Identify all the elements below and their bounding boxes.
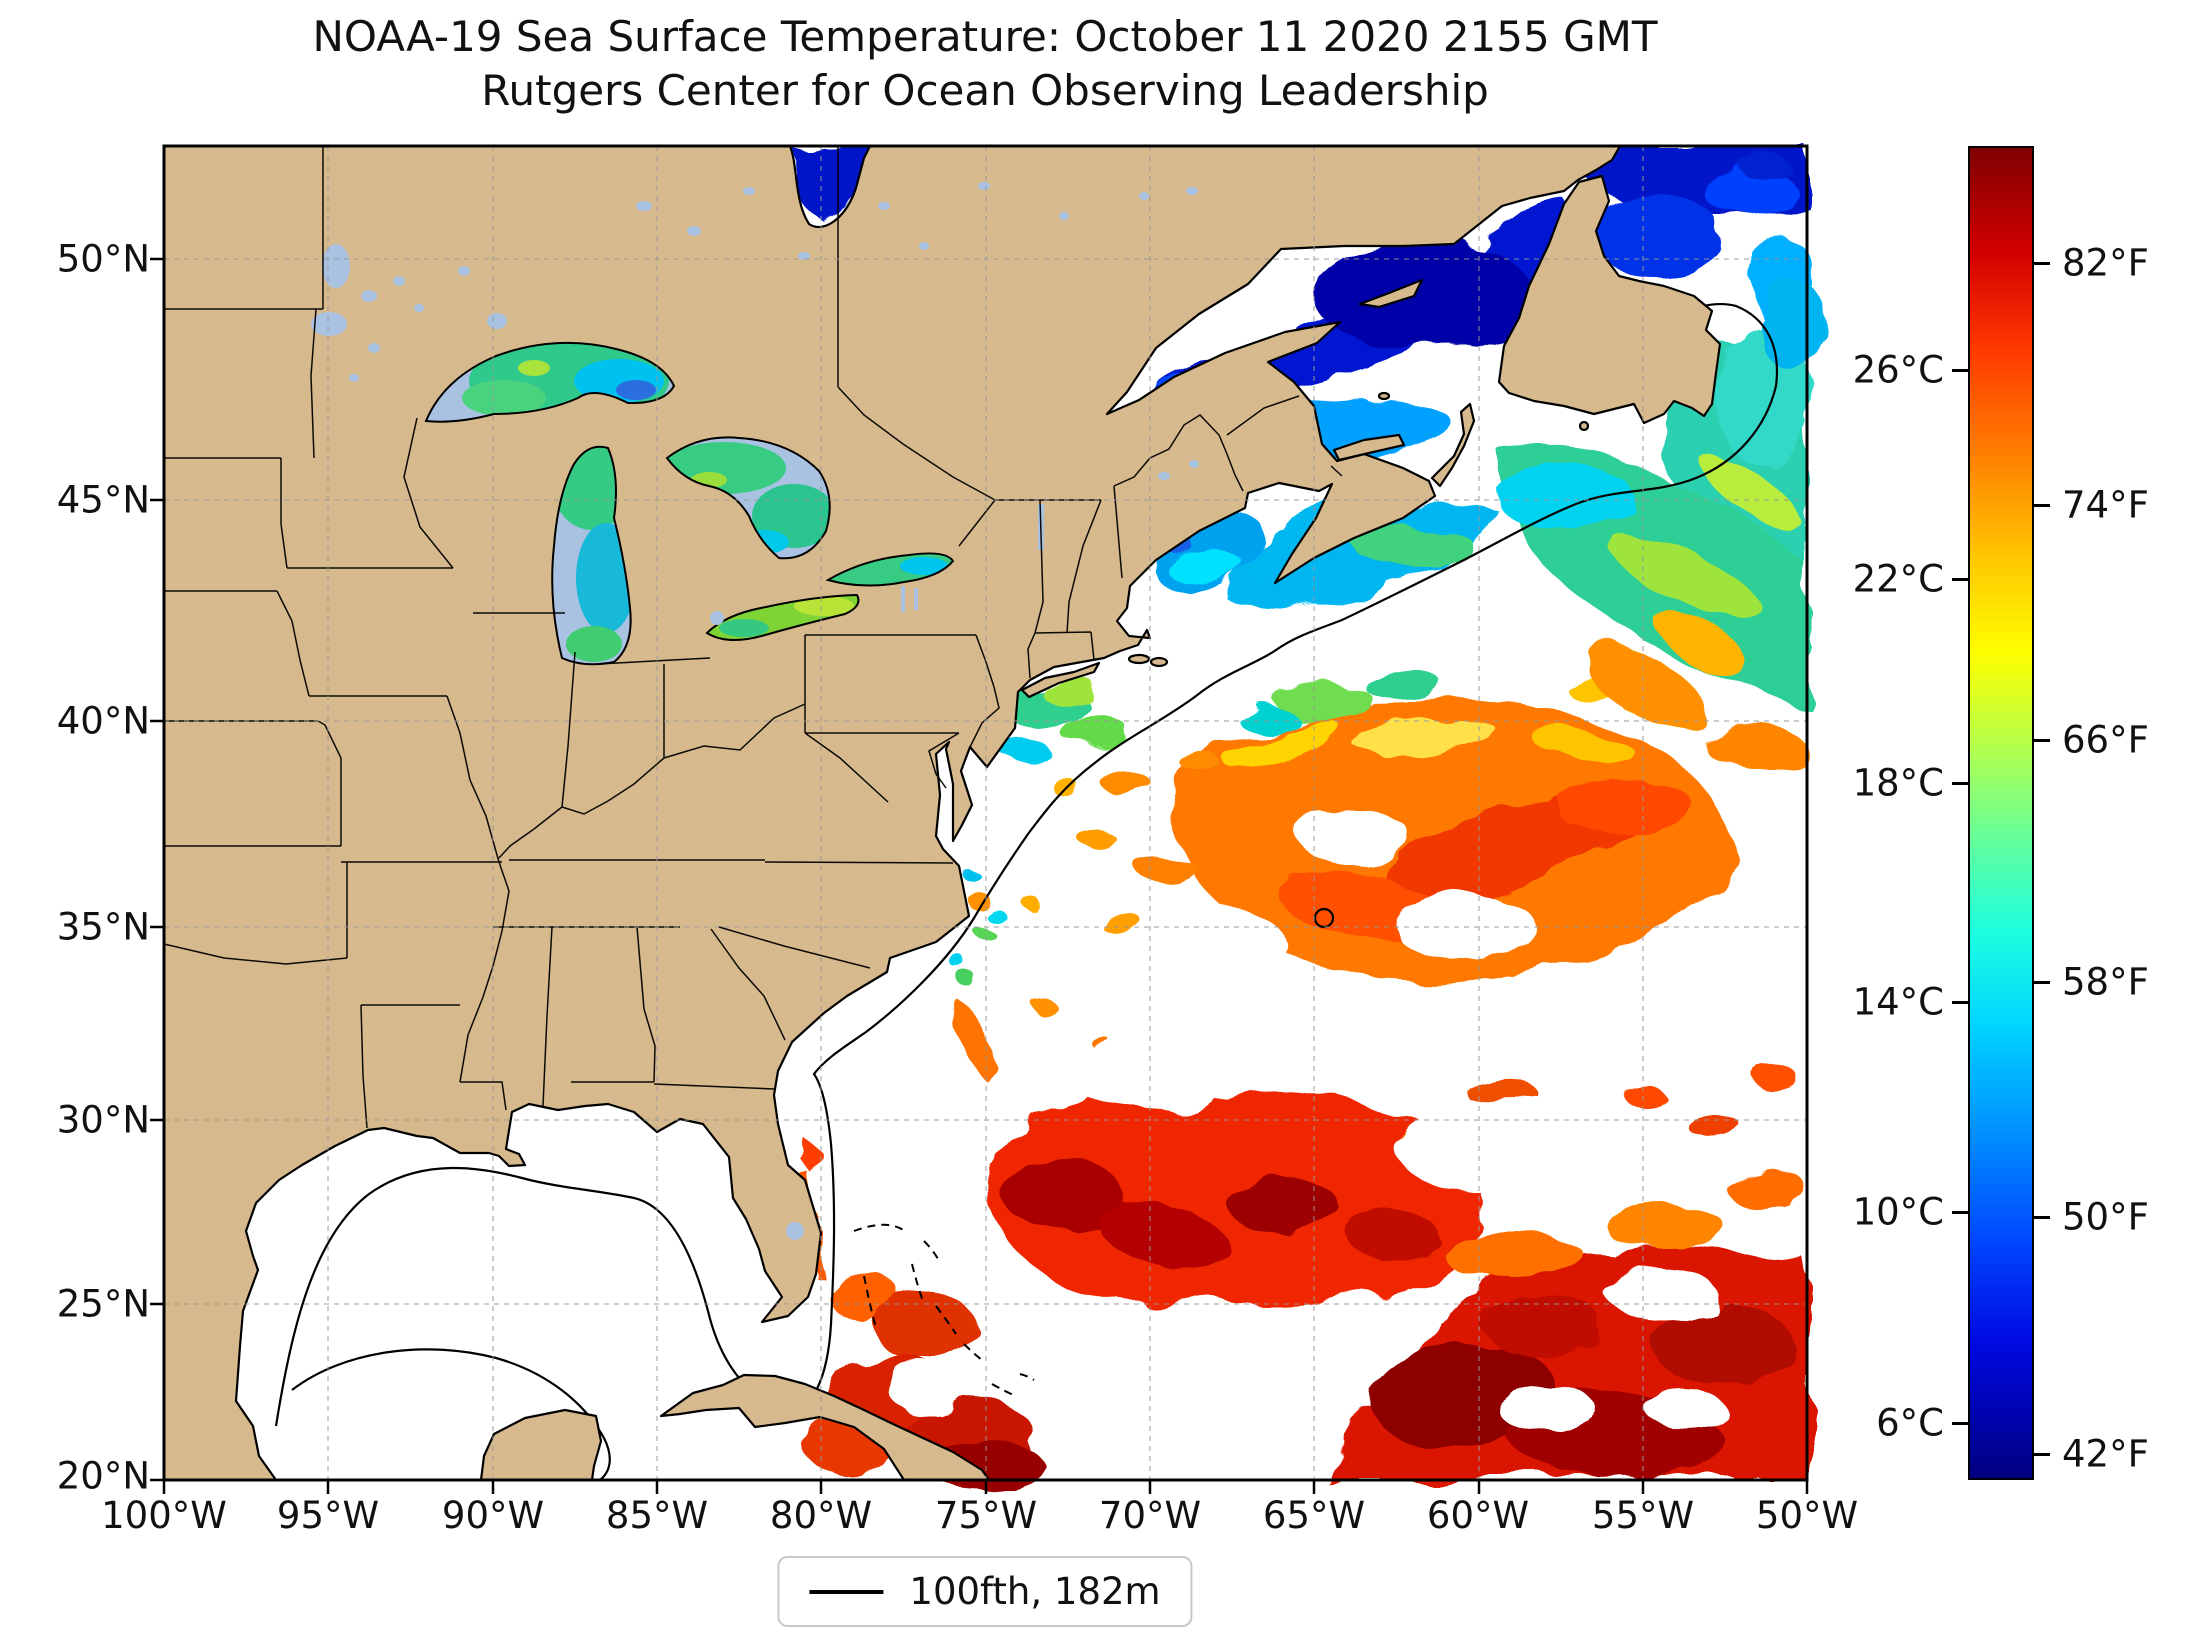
colorbar-celsius-label: 26°C [1852,348,1944,392]
x-tick-label: 80°W [769,1494,873,1537]
colorbar-fahrenheit-label: 42°F [2062,1432,2149,1476]
island-cuba [659,1373,991,1482]
map-frame [162,144,1809,1482]
y-tick-label: 20°N [56,1454,150,1498]
figure-title-line1: NOAA-19 Sea Surface Temperature: October… [312,12,1658,61]
land-layer [162,144,1722,1482]
y-tick-label: 50°N [56,237,150,281]
lake-outlines [424,341,955,666]
y-tick-label: 35°N [56,905,150,949]
y-tick-label: 40°N [56,699,150,743]
graticule [164,146,1807,1480]
x-tick-label: 60°W [1426,1494,1530,1537]
colorbar-tick [1952,1422,1968,1425]
y-tick-label: 25°N [56,1282,150,1326]
colorbar-fahrenheit-label: 74°F [2062,483,2149,527]
island-newfoundland [1497,174,1722,425]
island-long-island [1020,661,1101,699]
colorbar-tick [2034,504,2050,507]
x-tick-label: 75°W [934,1494,1038,1537]
colorbar-celsius-label: 18°C [1852,761,1944,805]
colorbar-tick [1952,1211,1968,1214]
colorbar-celsius-label: 14°C [1852,980,1944,1024]
colorbar-celsius-label: 22°C [1852,557,1944,601]
colorbar-tick [1952,782,1968,785]
colorbar-fahrenheit-label: 66°F [2062,718,2149,762]
x-tick-label: 70°W [1098,1494,1202,1537]
colorbar [1968,146,2034,1480]
island-miquelon [1578,420,1590,432]
x-tick-label: 95°W [276,1494,380,1537]
contour-line-sample [809,1589,884,1594]
x-tick-label: 65°W [1262,1494,1366,1537]
x-tick-label: 100°W [101,1494,227,1537]
colorbar-fahrenheit-label: 82°F [2062,241,2149,285]
island-anticosti [1358,278,1424,309]
small-lakes-layer [311,182,1199,1240]
contour-legend-label: 100fth, 182m [909,1570,1161,1613]
bahamas-banks-outlines [853,1223,1035,1397]
colorbar-tick [1952,1001,1968,1004]
contour-legend: 100fth, 182m [777,1556,1193,1627]
island-marthas-vineyard [1149,656,1169,668]
y-tick-label: 30°N [56,1098,150,1142]
x-tick-label: 50°W [1755,1494,1859,1537]
colorbar-tick [2034,262,2050,265]
colorbar-tick [2034,1216,2050,1219]
x-tick-label: 85°W [605,1494,709,1537]
colorbar-celsius-label: 6°C [1876,1401,1944,1445]
colorbar-tick [1952,578,1968,581]
island-nantucket [1127,653,1151,665]
colorbar-fahrenheit-label: 58°F [2062,960,2149,1004]
state-borders [163,146,1343,1129]
colorbar-tick [2034,1453,2050,1456]
axis-ticks [150,257,1809,1494]
colorbar-tick [2034,981,2050,984]
x-tick-label: 55°W [1591,1494,1695,1537]
mainland-north-america [162,144,1622,1482]
peninsula-yucatan [479,1408,603,1482]
sst-map-canvas [150,144,1829,1494]
x-tick-label: 90°W [441,1494,545,1537]
colorbar-fahrenheit-label: 50°F [2062,1195,2149,1239]
y-tick-label: 45°N [56,478,150,522]
colorbar-tick [1952,369,1968,372]
figure-title-line2: Rutgers Center for Ocean Observing Leade… [481,66,1489,115]
island-prince-edward [1332,433,1406,462]
colorbar-tick [2034,739,2050,742]
island-cape-breton [1430,402,1476,488]
colorbar-celsius-label: 10°C [1852,1190,1944,1234]
island-magdalen [1377,391,1391,401]
sst-map [150,144,1829,1494]
sst-field-layer [790,146,1829,1491]
